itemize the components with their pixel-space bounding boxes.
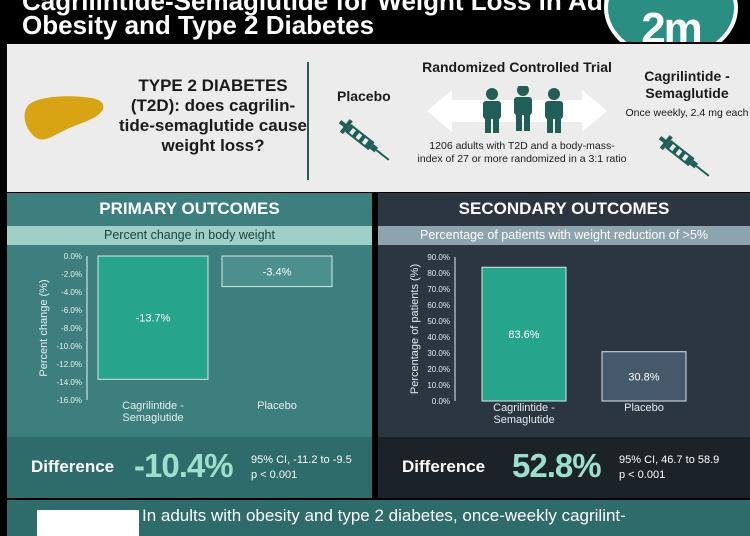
- bar: [481, 266, 567, 402]
- data-label: 83.6%: [508, 329, 539, 341]
- people-arrow-icon: [427, 86, 607, 133]
- difference-ci: 95% CI, -11.2 to -9.5 p < 0.001: [251, 454, 352, 481]
- placebo-label: Placebo: [337, 88, 391, 104]
- bar: [221, 255, 333, 288]
- primary-bar-chart: Percent change (%) 0.0% -2.0% -4.0% -6.0% -8.…: [38, 252, 333, 424]
- difference-value: -10.4%: [134, 447, 234, 484]
- study-question: TYPE 2 DIABETES (T2D): does cagrilin-tid…: [118, 76, 307, 155]
- secondary-subtitle: Percentage of patients with weight reduc…: [378, 226, 750, 245]
- secondary-bar-chart: Percentage of patients (%) 90.0% 80.0% 70.0…: [409, 253, 687, 426]
- cagrilintide-dose: Once weekly, 2.4 mg each: [625, 107, 749, 119]
- divider: [307, 62, 309, 180]
- intro-panel: TYPE 2 DIABETES (T2D): does cagrilin-tid…: [7, 44, 750, 192]
- y-tick-label: 60.0%: [427, 301, 450, 310]
- y-tick-label: -4.0%: [61, 288, 82, 297]
- cagrilintide-label: Cagrilintide - Semaglutide: [644, 68, 730, 101]
- y-tick-label: 0.0%: [432, 397, 450, 406]
- data-label: 30.8%: [628, 371, 659, 383]
- y-tick-label: 30.0%: [427, 349, 450, 358]
- y-tick-label: 20.0%: [427, 365, 450, 374]
- journal-logo: 2m: [604, 0, 738, 42]
- x-tick-label: Cagrilintide -: [122, 400, 184, 412]
- difference-value: 52.8%: [512, 447, 602, 484]
- y-tick-label: 40.0%: [427, 333, 450, 342]
- x-tick-label: Semaglutide: [493, 414, 554, 426]
- y-tick-label: -6.0%: [61, 306, 82, 315]
- header-title-line2: Obesity and Type 2 Diabetes: [22, 10, 375, 40]
- x-tick-label: Cagrilintide -: [493, 402, 555, 414]
- y-tick-label: 50.0%: [427, 317, 450, 326]
- liver-icon: [24, 96, 104, 140]
- y-tick-label: -14.0%: [57, 378, 82, 387]
- bar: [601, 351, 687, 402]
- conclusion-bar: In adults with obesity and type 2 diabet…: [7, 500, 750, 536]
- secondary-title: SECONDARY OUTCOMES: [458, 199, 670, 218]
- y-tick-label: -12.0%: [57, 360, 82, 369]
- primary-difference-bar: Difference -10.4% 95% CI, -11.2 to -9.5 …: [7, 437, 372, 498]
- primary-title: PRIMARY OUTCOMES: [99, 199, 280, 218]
- y-axis-label: Percentage of patients (%): [409, 264, 421, 394]
- header-title-line1: Cagrilintide-Semaglutide for Weight Loss…: [22, 0, 709, 16]
- rct-description: 1206 adults with T2D and a body-mass-ind…: [417, 140, 627, 165]
- y-tick-label: 90.0%: [427, 253, 450, 262]
- header: Cagrilintide-Semaglutide for Weight Loss…: [0, 0, 750, 42]
- bar: [97, 255, 209, 380]
- y-tick-label: 80.0%: [427, 269, 450, 278]
- y-tick-label: -16.0%: [57, 396, 82, 405]
- primary-subtitle: Percent change in body weight: [7, 226, 372, 245]
- y-tick-label: 0.0%: [64, 252, 82, 261]
- data-label: -3.4%: [263, 266, 292, 278]
- difference-label: Difference: [402, 457, 486, 476]
- syringe-icon: [338, 119, 390, 161]
- data-label: -13.7%: [136, 313, 171, 325]
- rct-title: Randomized Controlled Trial: [422, 59, 612, 75]
- conclusion-text: In adults with obesity and type 2 diabet…: [142, 506, 626, 525]
- x-tick-label: Placebo: [624, 402, 664, 414]
- y-tick-label: 10.0%: [427, 381, 450, 390]
- secondary-outcomes-panel: SECONDARY OUTCOMES Percentage of patient…: [378, 193, 750, 498]
- pen-icon: [37, 510, 139, 536]
- difference-ci: 95% CI, 46.7 to 58.9 p < 0.001: [619, 454, 720, 481]
- y-tick-label: -10.0%: [57, 342, 82, 351]
- y-tick-label: 70.0%: [427, 285, 450, 294]
- x-tick-label: Semaglutide: [122, 412, 183, 424]
- syringe-icon: [658, 135, 710, 177]
- y-tick-label: -2.0%: [61, 270, 82, 279]
- y-axis-label: Percent change (%): [38, 279, 50, 376]
- primary-outcomes-panel: PRIMARY OUTCOMES Percent change in body …: [7, 193, 372, 498]
- x-tick-label: Placebo: [257, 400, 297, 412]
- y-tick-label: -8.0%: [61, 324, 82, 333]
- secondary-difference-bar: Difference 52.8% 95% CI, 46.7 to 58.9 p …: [378, 437, 750, 498]
- difference-label: Difference: [31, 457, 115, 476]
